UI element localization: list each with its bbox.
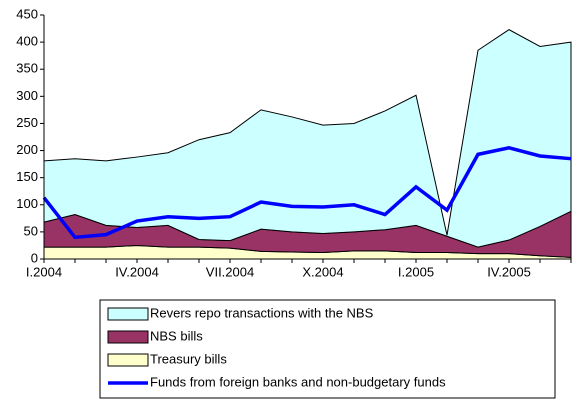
y-tick-label: 0 <box>31 250 38 265</box>
legend-swatch <box>107 307 149 321</box>
y-tick-label: 50 <box>24 223 38 238</box>
x-tick-label: IV.2005 <box>487 264 531 279</box>
x-tick-label: IV.2004 <box>115 264 159 279</box>
legend-label: NBS bills <box>150 328 203 343</box>
y-tick-label: 450 <box>16 6 38 21</box>
line <box>42 146 572 240</box>
x-tick-label: X.2004 <box>302 264 343 279</box>
x-tick-label: VII.2004 <box>206 264 254 279</box>
legend-label: Treasury bills <box>150 351 227 366</box>
y-tick-label: 400 <box>16 34 38 49</box>
y-tick-label: 100 <box>16 196 38 211</box>
y-tick-label: 300 <box>16 88 38 103</box>
x-tick-label: I.2005 <box>398 264 434 279</box>
x-tick-label: I.2004 <box>26 264 62 279</box>
y-tick-label: 200 <box>16 142 38 157</box>
area <box>43 29 572 248</box>
legend-swatch <box>107 353 149 367</box>
y-tick-label: 250 <box>16 115 38 130</box>
y-tick-label: 150 <box>16 169 38 184</box>
legend-swatch <box>107 330 149 344</box>
y-tick-label: 350 <box>16 61 38 76</box>
legend-label: Revers repo transactions with the NBS <box>150 305 374 320</box>
legend-box <box>99 299 556 399</box>
legend-label: Funds from foreign banks and non-budgeta… <box>150 374 446 389</box>
